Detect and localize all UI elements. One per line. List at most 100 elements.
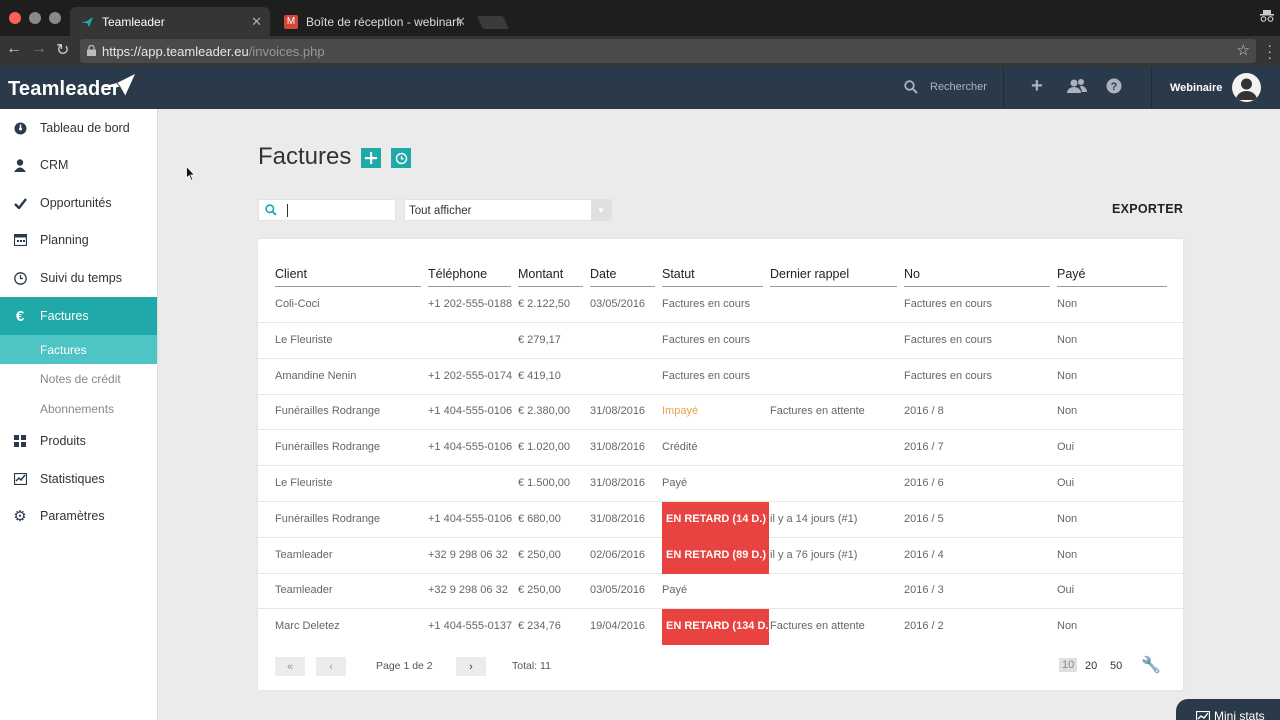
wrench-icon[interactable]: 🔧 [1141,657,1161,674]
window-zoom-button[interactable] [49,12,61,24]
forward-arrow-icon[interactable]: → [31,40,47,57]
sidebar-subitem-invoices[interactable]: Factures [0,335,157,364]
table-row[interactable]: Amandine Nenin +1 202-555-0174 € 419,10 Fac… [258,359,1183,395]
clock-icon [395,152,407,164]
cell-number: 2016 / 8 [904,405,944,418]
sidebar-item-time-tracking[interactable]: Suivi du temps [0,259,157,297]
url-bar[interactable]: https://app.teamleader.eu/invoices.php ☆ [80,39,1256,63]
sidebar-item-label: Opportunités [40,196,112,210]
next-page-button[interactable]: › [456,657,486,676]
tab-close-icon[interactable]: ✕ [251,14,262,29]
cell-phone: +32 9 298 06 32 [428,584,508,597]
person-icon [0,158,40,172]
users-icon[interactable] [1067,78,1088,99]
invoice-search-input[interactable] [258,199,396,221]
sidebar-item-label: Planning [40,233,89,247]
browser-tab-bar: Teamleader ✕ M Boîte de réception - webi… [0,0,1280,36]
header-search[interactable]: Rechercher [904,80,987,94]
table-row[interactable]: Funérailles Rodrange +1 404-555-0106 € 1.0… [258,430,1183,467]
previous-page-button[interactable]: ‹ [316,657,346,676]
tab-close-icon[interactable]: ✕ [455,14,466,29]
browser-toolbar: ← → ↻ https://app.teamleader.eu/invoices… [0,36,1280,66]
column-header-number[interactable]: No [904,267,920,281]
check-icon [0,197,40,209]
chart-icon [1196,711,1210,720]
page-size-option[interactable]: 10 [1059,658,1078,672]
export-button[interactable]: EXPORTER [1112,202,1184,216]
cell-phone: +1 202-555-0174 [428,369,513,382]
column-header-phone[interactable]: Téléphone [428,267,488,281]
cell-reminder: Factures en attente [770,405,865,418]
status-filter-select[interactable]: Tout afficher ▼ [404,199,612,221]
gmail-favicon-icon: M [284,14,298,29]
cell-client: Coli-Coci [275,298,320,310]
user-name[interactable]: Webinaire [1170,82,1223,94]
column-header-last-reminder[interactable]: Dernier rappel [770,267,850,281]
sidebar-item-planning[interactable]: Planning [0,221,157,259]
column-header-status[interactable]: Statut [662,267,695,281]
status-filter-value: Tout afficher [409,205,472,217]
sidebar-item-label: Paramètres [40,509,105,523]
sidebar-item-settings[interactable]: ⚙ Paramètres [0,497,157,535]
sidebar-item-label: Suivi du temps [40,271,122,285]
sidebar-item-invoices[interactable]: € Factures [0,297,157,335]
new-tab-button[interactable] [476,16,510,29]
table-row[interactable]: Teamleader +32 9 298 06 32 € 250,00 02/06/2… [258,537,1183,574]
sidebar-item-opportunities[interactable]: Opportunités [0,184,157,222]
plus-icon [365,152,377,164]
table-row[interactable]: Funérailles Rodrange +1 404-555-0106 € 680… [258,501,1183,538]
table-row[interactable]: Funérailles Rodrange +1 404-555-0106 € 2.3… [258,394,1183,431]
user-avatar[interactable] [1232,73,1261,102]
sidebar-subitem-credit-notes[interactable]: Notes de crédit [0,364,157,393]
sidebar-item-crm[interactable]: CRM [0,146,157,184]
sidebar-item-dashboard[interactable]: Tableau de bord [0,109,157,147]
table-row[interactable]: Marc Deletez +1 404-555-0137 € 234,76 19/04… [258,609,1183,646]
cell-paid: Oui [1057,441,1075,454]
sidebar-subitem-subscriptions[interactable]: Abonnements [0,394,157,423]
sidebar-item-label: CRM [40,158,69,172]
table-row[interactable]: Le Fleuriste € 1.500,00 31/08/2016 Payé 2016… [258,466,1183,502]
cell-status: Factures en cours [662,298,751,310]
add-invoice-button[interactable] [361,148,381,168]
column-header-date[interactable]: Date [590,267,617,281]
sidebar: Tableau de bord CRM Opportunités Plannin… [0,109,158,720]
cell-number: 2016 / 6 [904,477,944,489]
page-size-option[interactable]: 20 [1085,660,1098,672]
column-header-paid[interactable]: Payé [1057,267,1086,281]
help-icon[interactable]: ? [1106,78,1122,99]
table-row[interactable]: Coli-Coci +1 202-555-0188 € 2.122,50 03/05/… [258,287,1183,323]
cell-client: Funérailles Rodrange [275,405,381,418]
lock-icon [87,45,96,56]
cell-number: Factures en cours [904,369,993,382]
reload-icon[interactable]: ↻ [56,42,70,59]
status-badge: EN RETARD (89 D.) [662,537,769,574]
window-minimize-button[interactable] [29,12,41,24]
column-header-amount[interactable]: Montant [518,267,564,281]
cell-client: Amandine Nenin [275,369,357,382]
recurring-invoice-button[interactable] [391,148,411,168]
table-row[interactable]: Teamleader +32 9 298 06 32 € 250,00 03/05/2… [258,573,1183,610]
cell-amount: € 250,00 [518,584,561,597]
column-header-client[interactable]: Client [275,267,307,281]
browser-tab-gmail[interactable]: M Boîte de réception - webinarfr ✕ [274,7,474,36]
cell-amount: € 250,00 [518,548,561,561]
browser-tab-teamleader[interactable]: Teamleader ✕ [70,7,270,36]
window-close-button[interactable] [9,12,21,24]
table-row[interactable]: Le Fleuriste € 279,17 Factures en cours Fac… [258,323,1183,359]
page-size-option[interactable]: 50 [1110,660,1123,672]
cell-number: 2016 / 7 [904,441,944,454]
mouse-cursor-icon [186,166,196,182]
bookmark-star-icon[interactable]: ☆ [1236,42,1250,59]
cell-phone: +1 404-555-0106 [428,512,513,525]
add-icon[interactable]: + [1031,75,1043,97]
app-logo[interactable]: Teamleader [8,78,120,100]
mini-stats-button[interactable]: Mini stats [1176,699,1280,720]
sidebar-item-statistics[interactable]: Statistiques [0,460,157,498]
cell-status: Impayé [662,405,699,418]
cell-number: Factures en cours [904,333,993,346]
sidebar-item-products[interactable]: Produits [0,422,157,460]
cell-client: Teamleader [275,548,333,561]
back-arrow-icon[interactable]: ← [6,40,22,57]
browser-menu-icon[interactable]: · · · [1267,37,1272,65]
first-page-button[interactable]: « [275,657,305,676]
